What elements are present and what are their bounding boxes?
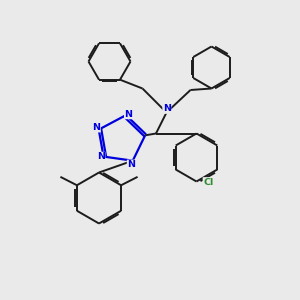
Text: N: N bbox=[92, 123, 100, 132]
Text: N: N bbox=[124, 110, 132, 119]
Text: N: N bbox=[97, 152, 105, 161]
Text: N: N bbox=[127, 160, 135, 169]
Text: N: N bbox=[163, 104, 171, 113]
Text: Cl: Cl bbox=[203, 178, 213, 187]
